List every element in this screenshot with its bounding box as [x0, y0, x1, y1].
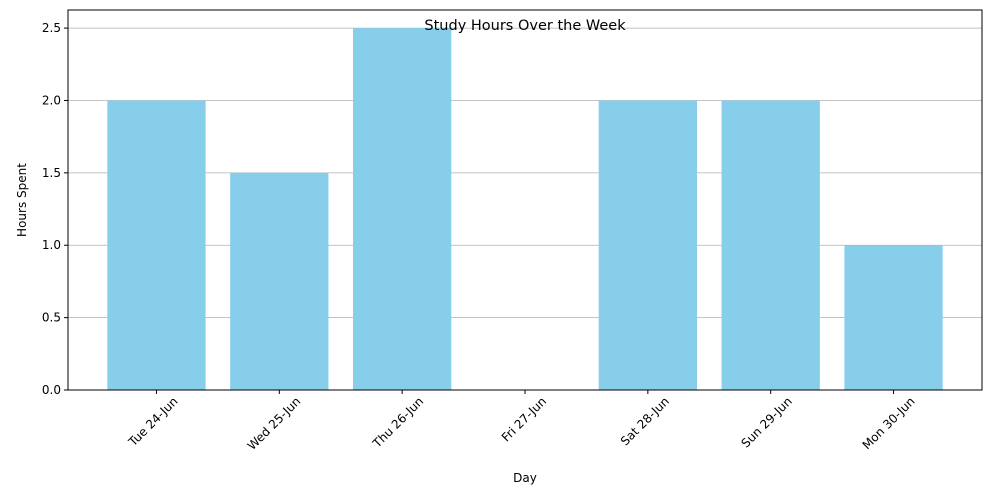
y-tick-label: 2.0: [42, 93, 61, 107]
chart-title: Study Hours Over the Week: [424, 18, 626, 34]
x-tick-label: Sun 29-Jun: [738, 394, 794, 450]
y-tick-label: 0.0: [42, 383, 61, 397]
bar: [721, 100, 820, 390]
bar: [107, 100, 206, 390]
x-ticks: Tue 24-Jun Wed 25-Jun Thu 26-Jun Fri 27-Jun…: [125, 390, 918, 453]
x-tick-label: Tue 24-Jun: [125, 394, 180, 449]
x-tick-label: Fri 27-Jun: [499, 394, 549, 444]
bars-layer: [107, 28, 943, 390]
y-tick-label: 1.5: [42, 166, 61, 180]
bar: [598, 100, 697, 390]
bar: [844, 245, 943, 390]
x-axis-title: Day: [513, 471, 537, 485]
bar: [353, 28, 452, 390]
y-tick-label: 0.5: [42, 311, 61, 325]
x-tick-label: Sat 28-Jun: [618, 394, 672, 448]
x-tick-label: Wed 25-Jun: [245, 394, 304, 453]
x-tick-label: Thu 26-Jun: [369, 394, 426, 451]
x-tick-label: Mon 30-Jun: [860, 394, 918, 452]
bar: [230, 172, 329, 390]
y-axis-title: Hours Spent: [15, 163, 29, 237]
y-ticks: 0.0 0.5 1.0 1.5 2.0 2.5: [42, 21, 68, 397]
y-tick-label: 1.0: [42, 238, 61, 252]
y-tick-label: 2.5: [42, 21, 61, 35]
